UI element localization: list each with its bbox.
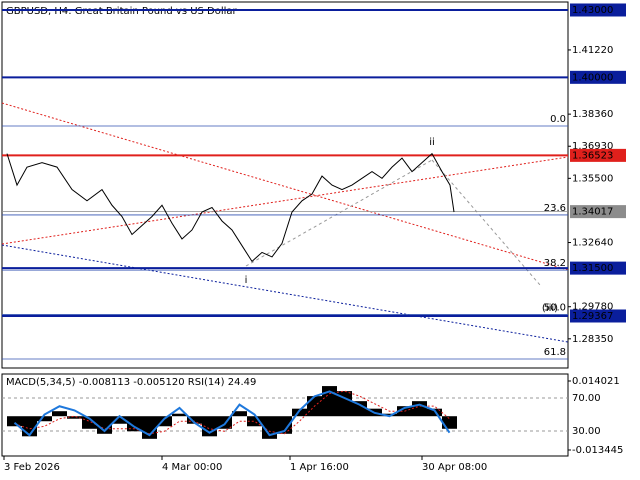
macd-bar xyxy=(172,413,187,417)
y-tick-label: 1.35500 xyxy=(572,173,613,184)
y-tick-label: 1.38360 xyxy=(572,109,613,120)
y-tick-label: 1.28350 xyxy=(572,334,613,345)
y-tick-label: 1.32640 xyxy=(572,238,613,249)
macd-bar xyxy=(247,416,262,427)
x-tick-label: 3 Feb 2026 xyxy=(4,462,60,473)
macd-bar xyxy=(52,411,67,417)
indicator-panel xyxy=(1,373,569,457)
y-tick-label: 1.41220 xyxy=(572,45,613,56)
chart-title: GBPUSD, H4: Great Britain Pound vs US Do… xyxy=(6,6,238,17)
macd-bar xyxy=(382,413,397,417)
signal-line xyxy=(14,390,450,435)
macd-bar xyxy=(157,416,172,427)
price-line xyxy=(6,152,455,263)
macd-bar xyxy=(7,416,22,427)
last-price-box xyxy=(570,205,626,219)
level-label: 1.40000 xyxy=(572,72,613,83)
fib-label: 38.2 xyxy=(544,258,566,269)
wave-label: (iii) xyxy=(542,303,558,314)
macd-bar xyxy=(412,401,427,417)
main-panel xyxy=(1,1,569,369)
indicator-title: MACD(5,34,5) -0.008113 -0.005120 RSI(14)… xyxy=(6,377,256,388)
macd-bar xyxy=(187,416,202,424)
wave-label: ii xyxy=(429,137,435,148)
y-tick-label: -0.013445 xyxy=(572,445,623,456)
fib-label: 61.8 xyxy=(544,347,566,358)
x-tick-label: 1 Apr 16:00 xyxy=(290,462,349,473)
y-tick-label: 1.29780 xyxy=(572,302,613,313)
fib-label: 0.0 xyxy=(550,114,566,125)
level-box xyxy=(570,148,626,162)
y2-tick-label: 70.00 xyxy=(572,393,601,404)
macd-bar xyxy=(112,416,127,424)
fib-label: 23.6 xyxy=(544,203,566,214)
x-tick-label: 4 Mar 00:00 xyxy=(162,462,222,473)
macd-bar xyxy=(277,416,292,434)
macd-bar xyxy=(127,416,142,432)
macd-bar xyxy=(427,408,442,417)
rsi-line xyxy=(13,390,451,437)
trend-lines xyxy=(1,102,569,343)
x-tick-label: 30 Apr 08:00 xyxy=(422,462,487,473)
y-tick-label: 0.014021 xyxy=(572,376,620,387)
y-tick-label: 1.36930 xyxy=(572,141,613,152)
wave-label: i xyxy=(245,275,248,286)
macd-bar xyxy=(82,416,97,429)
level-box xyxy=(570,309,626,323)
level-box xyxy=(570,70,626,84)
level-label: 1.43000 xyxy=(572,5,613,16)
macd-bar xyxy=(67,416,82,419)
macd-bar xyxy=(232,411,247,417)
level-label: 1.31500 xyxy=(572,263,613,274)
level-label: 1.36523 xyxy=(572,150,613,161)
level-label: 1.29367 xyxy=(572,311,613,322)
y2-tick-label: 30.00 xyxy=(572,426,601,437)
last-price-label: 1.34017 xyxy=(572,207,613,218)
fib-label: 50.0 xyxy=(544,303,566,314)
macd-bar xyxy=(292,408,307,417)
level-box xyxy=(570,261,626,275)
trend-line xyxy=(1,156,569,245)
macd-bar xyxy=(97,416,112,434)
level-box xyxy=(570,3,626,17)
macd-bar xyxy=(352,401,367,417)
macd-bar xyxy=(37,416,52,422)
